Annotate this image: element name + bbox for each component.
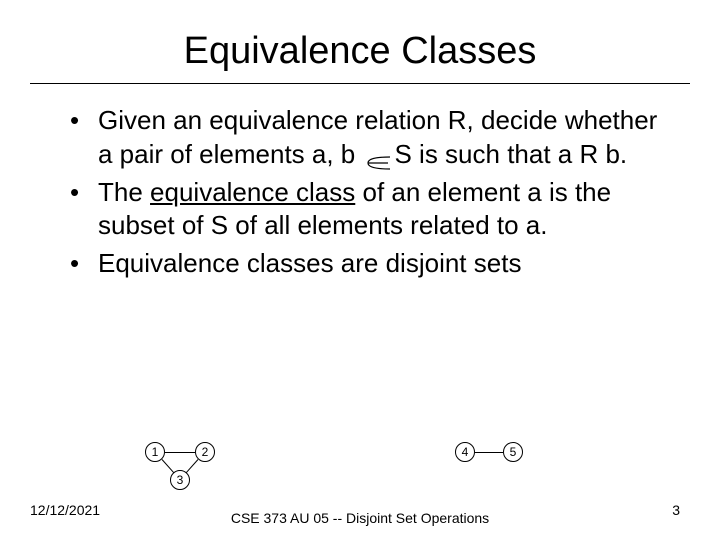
graph-node: 3: [170, 470, 190, 490]
graph-edge: [161, 460, 173, 474]
title-underline: [30, 83, 690, 84]
bullet-2-text-a: The: [98, 177, 150, 207]
footer-page-number: 3: [672, 502, 680, 518]
bullet-1-text-b: S is such that a R b.: [394, 139, 627, 169]
graph-node: 1: [145, 442, 165, 462]
bullet-2-underlined: equivalence class: [150, 177, 355, 207]
bullet-1: Given an equivalence relation R, decide …: [70, 104, 670, 172]
slide-body: Given an equivalence relation R, decide …: [0, 104, 720, 281]
bullet-list: Given an equivalence relation R, decide …: [70, 104, 670, 281]
footer-date: 12/12/2021: [30, 502, 100, 518]
graph-diagram: 12345: [145, 442, 585, 502]
bullet-2: The equivalence class of an element a is…: [70, 176, 670, 244]
element-of-icon: [364, 147, 392, 165]
graph-node: 2: [195, 442, 215, 462]
graph-edge: [165, 452, 195, 453]
bullet-3: Equivalence classes are disjoint sets: [70, 247, 670, 281]
footer-center: CSE 373 AU 05 -- Disjoint Set Operations: [210, 510, 510, 526]
graph-node: 5: [503, 442, 523, 462]
graph-edge: [186, 460, 198, 474]
graph-node: 4: [455, 442, 475, 462]
graph-edge: [475, 452, 503, 453]
slide-title: Equivalence Classes: [0, 0, 720, 83]
